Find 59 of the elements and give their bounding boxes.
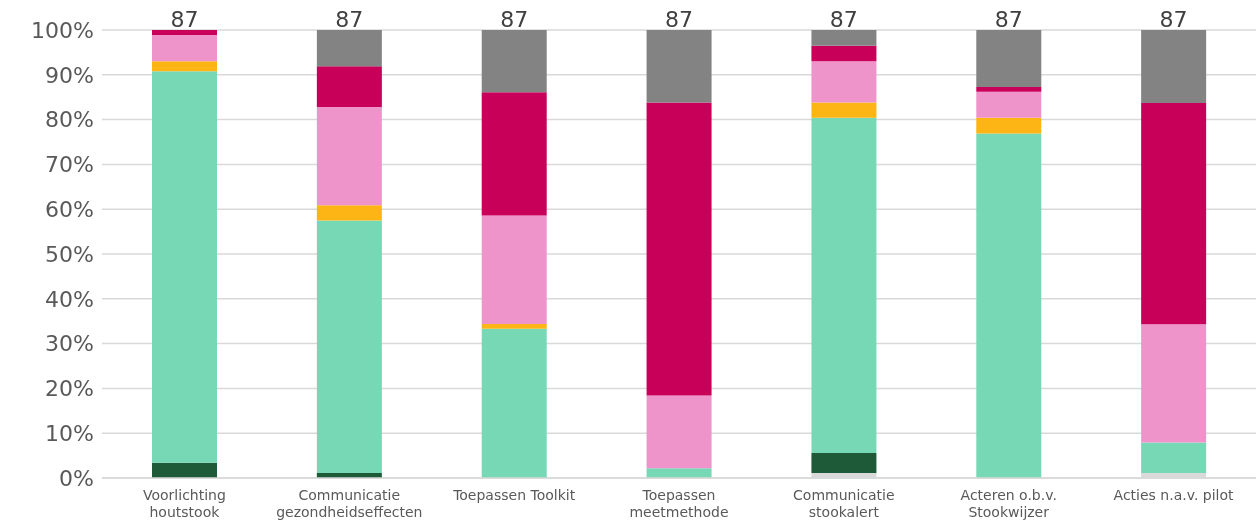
y-tick-label: 100% bbox=[31, 17, 94, 43]
x-tick-label: Acties n.a.v. pilot bbox=[1113, 487, 1235, 503]
x-tick-label: Toepassen meetmethode bbox=[629, 487, 729, 520]
bar bbox=[1141, 30, 1207, 104]
bar bbox=[976, 91, 1042, 118]
y-tick-label: 20% bbox=[45, 376, 94, 402]
bar bbox=[1141, 103, 1207, 325]
x-tick-label: Communicatie gezondheidseffecten bbox=[276, 487, 423, 520]
bar bbox=[152, 30, 217, 35]
bar bbox=[976, 86, 1042, 92]
y-tick-label: 70% bbox=[45, 152, 94, 178]
annotation: 87 bbox=[994, 7, 1023, 32]
annotation: 87 bbox=[829, 7, 858, 32]
bar bbox=[152, 61, 217, 72]
x-tick-label: Acteren o.b.v. Stookwijzer bbox=[960, 487, 1057, 520]
x-tick-label: Toepassen Toolkit bbox=[452, 487, 576, 503]
bar bbox=[811, 452, 877, 474]
bar bbox=[646, 468, 712, 478]
bar bbox=[811, 102, 877, 118]
bar bbox=[152, 34, 217, 62]
bar bbox=[481, 328, 547, 478]
y-tick-label: 0% bbox=[59, 465, 94, 491]
annotation: 87 bbox=[335, 7, 364, 32]
bar bbox=[811, 30, 877, 46]
bar bbox=[316, 66, 382, 108]
bar bbox=[811, 61, 877, 103]
bar bbox=[811, 117, 877, 453]
x-tick-label: Communicatie stookalert bbox=[793, 487, 895, 520]
y-tick-label: 80% bbox=[45, 107, 94, 133]
y-tick-label: 30% bbox=[45, 331, 94, 357]
y-tick-label: 10% bbox=[45, 421, 94, 447]
y-tick-label: 60% bbox=[45, 197, 94, 223]
bar bbox=[481, 215, 547, 324]
x-tick-label: Voorlichting houtstook bbox=[142, 487, 226, 520]
bar bbox=[976, 30, 1042, 87]
annotation: 87 bbox=[170, 7, 199, 32]
bar bbox=[976, 133, 1042, 478]
bar bbox=[481, 323, 547, 329]
annotation: 87 bbox=[1159, 7, 1188, 32]
bar bbox=[646, 395, 712, 469]
bar bbox=[1141, 442, 1207, 474]
y-tick-label: 90% bbox=[45, 62, 94, 88]
bar bbox=[646, 102, 712, 396]
bar bbox=[316, 107, 382, 206]
bar bbox=[316, 205, 382, 221]
bar bbox=[316, 30, 382, 67]
y-tick-label: 40% bbox=[45, 286, 94, 312]
bar bbox=[811, 45, 877, 62]
annotation: 87 bbox=[665, 7, 693, 32]
bar bbox=[646, 30, 712, 103]
bar bbox=[152, 71, 217, 463]
y-tick-label: 50% bbox=[45, 241, 94, 267]
bar bbox=[1141, 324, 1207, 443]
bar bbox=[976, 117, 1042, 134]
annotation: 87 bbox=[500, 7, 529, 32]
bar bbox=[316, 220, 382, 474]
bar bbox=[152, 462, 217, 478]
bar bbox=[481, 30, 547, 93]
bar bbox=[481, 92, 547, 216]
